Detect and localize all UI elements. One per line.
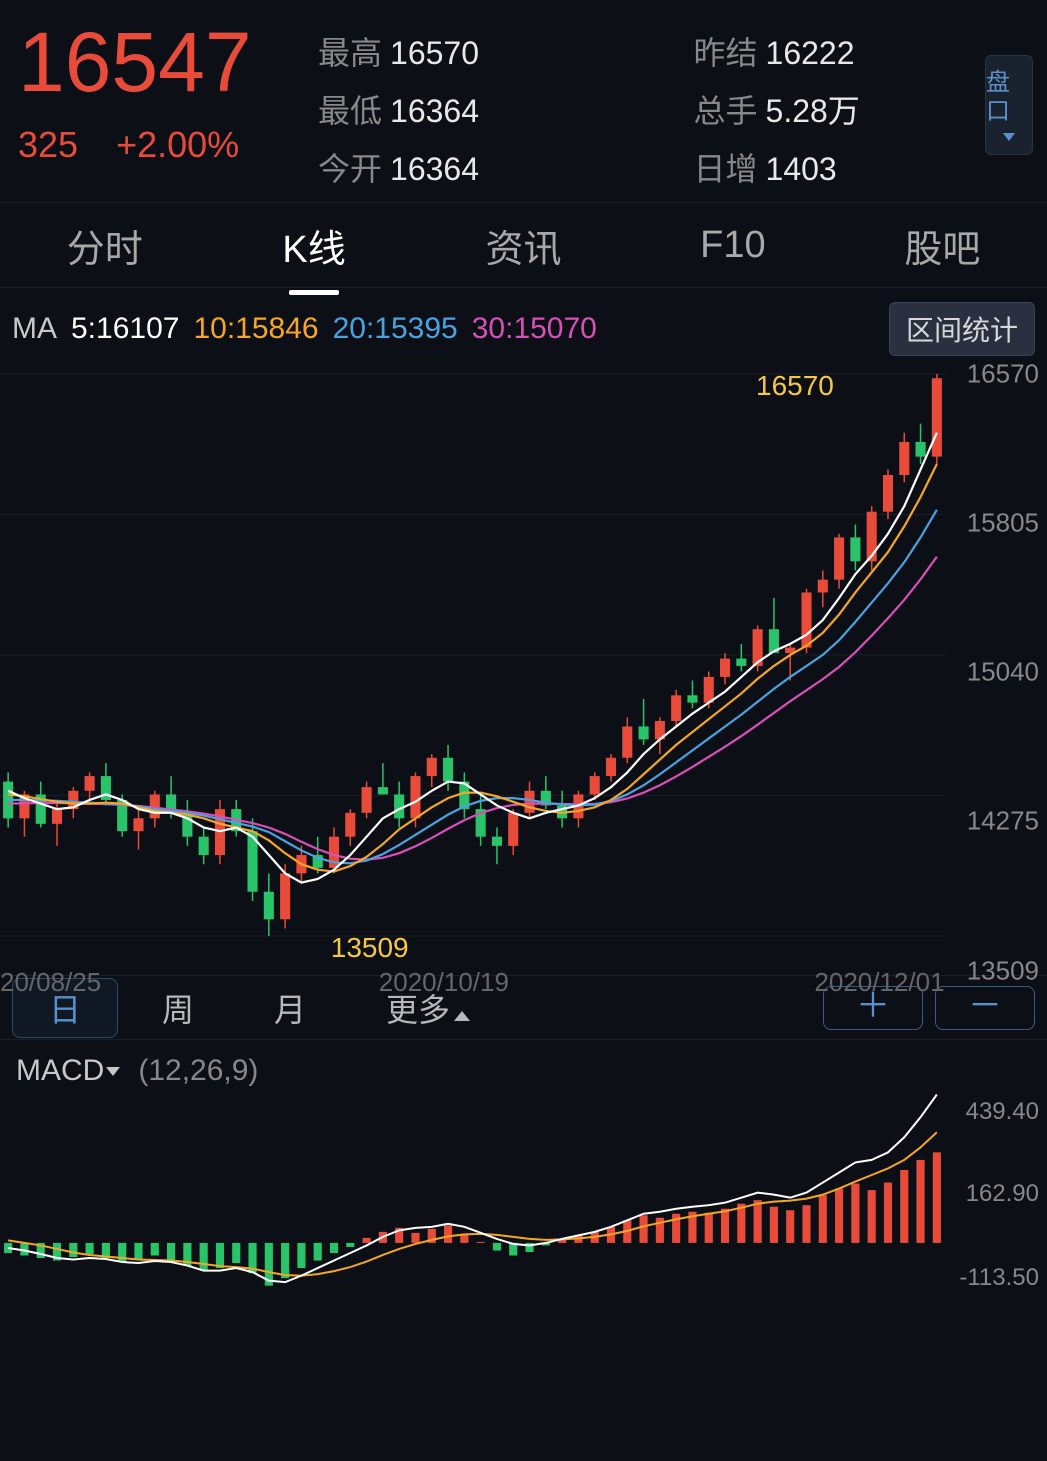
macd-chart[interactable]: 439.40162.90-113.50 <box>0 1092 1047 1288</box>
x-tick: 2020/12/01 <box>814 967 944 998</box>
stat-4: 今开16364 <box>318 144 654 190</box>
tab-K线[interactable]: K线 <box>209 218 418 273</box>
macd-y-tick: -113.50 <box>959 1264 1039 1292</box>
pankou-button[interactable]: 盘口 <box>985 55 1033 155</box>
ma-item: 10:15846 <box>193 312 318 345</box>
chevron-down-icon <box>1003 133 1015 141</box>
ma-item: 30:15070 <box>472 312 597 345</box>
y-tick: 13509 <box>967 955 1039 986</box>
stat-3: 总手5.28万 <box>694 86 1030 132</box>
tab-分时[interactable]: 分时 <box>0 218 209 273</box>
stat-0: 最高16570 <box>318 28 654 74</box>
y-tick: 16570 <box>967 359 1039 390</box>
ma-prefix: MA <box>12 312 57 346</box>
y-tick: 14275 <box>967 806 1039 837</box>
main-tabs: 分时K线资讯F10股吧 <box>0 202 1047 288</box>
stat-2: 最低16364 <box>318 86 654 132</box>
price-annotation: 13509 <box>331 932 409 964</box>
y-tick: 15040 <box>967 657 1039 688</box>
period-周[interactable]: 周 <box>126 979 230 1037</box>
period-月[interactable]: 月 <box>238 979 342 1037</box>
x-tick: 2020/10/19 <box>379 967 509 998</box>
price-change: 325 +2.00% <box>18 124 318 166</box>
ma-item: 20:15395 <box>333 312 458 345</box>
stat-5: 日增1403 <box>694 144 1030 190</box>
quote-header: 16547 325 +2.00% 最高16570 昨结16222 最低16364 总手… <box>0 0 1047 202</box>
stats-grid: 最高16570 昨结16222 最低16364 总手5.28万今开16364 日增140… <box>318 20 1029 190</box>
macd-label: MACD <box>16 1054 104 1088</box>
y-axis: 1657015805150401427513509 <box>949 370 1039 975</box>
pankou-label: 盘口 <box>986 69 1032 127</box>
tab-股吧[interactable]: 股吧 <box>838 218 1047 273</box>
macd-y-tick: 439.40 <box>966 1098 1039 1126</box>
y-tick: 15805 <box>967 508 1039 539</box>
price-annotation: 16570 <box>756 370 834 402</box>
tab-资讯[interactable]: 资讯 <box>419 218 628 273</box>
ma-bar: MA 5:16107 10:15846 20:15395 30:15070 区间统计 <box>0 288 1047 370</box>
change-abs: 325 <box>18 124 78 165</box>
current-price: 16547 <box>18 20 318 104</box>
x-tick: 20/08/25 <box>0 967 101 998</box>
price-chart[interactable]: 1657015805150401427513509 20/08/252020/1… <box>0 370 1047 976</box>
macd-header[interactable]: MACD (12,26,9) <box>0 1040 1047 1092</box>
price-block: 16547 325 +2.00% <box>18 20 318 190</box>
range-stats-button[interactable]: 区间统计 <box>889 302 1035 356</box>
ma-item: 5:16107 <box>71 312 179 345</box>
tab-F10[interactable]: F10 <box>628 224 837 267</box>
macd-y-tick: 162.90 <box>966 1180 1039 1208</box>
stat-1: 昨结16222 <box>694 28 1030 74</box>
macd-param: (12,26,9) <box>138 1054 258 1088</box>
zoom-out-button[interactable]: － <box>935 986 1035 1030</box>
dropdown-icon <box>106 1067 120 1076</box>
change-pct: +2.00% <box>116 124 239 165</box>
